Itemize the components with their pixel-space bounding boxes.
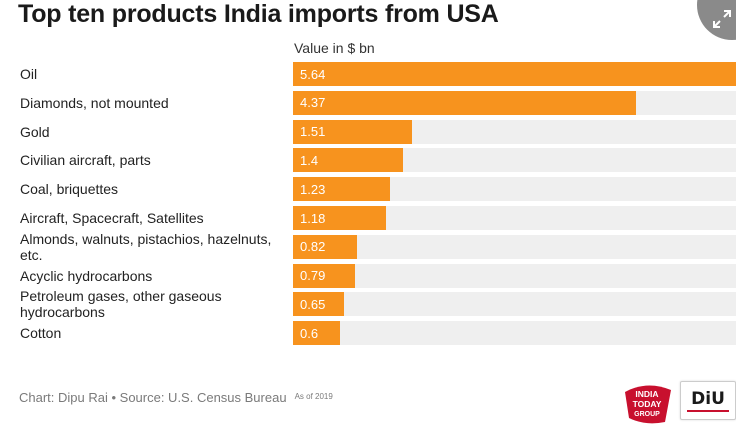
logo-text-today: TODAY	[633, 399, 662, 409]
bar-track	[293, 234, 736, 259]
logo-text-group: GROUP	[634, 411, 660, 418]
bar-track	[293, 292, 736, 317]
bar-value-label: 1.51	[300, 124, 326, 140]
category-label: Diamonds, not mounted	[20, 94, 169, 111]
bar	[293, 148, 403, 173]
bar-value-label: 1.4	[300, 152, 319, 168]
expand-icon	[713, 10, 731, 28]
bar-value-label: 0.65	[300, 296, 326, 312]
value-column-header: Value in $ bn	[294, 40, 375, 56]
bar	[293, 62, 736, 86]
bar-value-label: 0.79	[300, 268, 326, 284]
category-label: Petroleum gases, other gaseous hydrocarb…	[20, 288, 222, 321]
bar-value-label: 0.6	[300, 325, 319, 341]
bar-value-label: 1.23	[300, 181, 326, 197]
bar-track	[293, 321, 736, 346]
category-label: Almonds, walnuts, pistachios, hazelnuts,…	[20, 230, 272, 263]
bar	[293, 90, 636, 115]
as-of-note: As of 2019	[294, 392, 333, 401]
bar	[293, 234, 357, 259]
bar-track	[293, 263, 736, 288]
bar	[293, 177, 390, 202]
bar	[293, 292, 344, 317]
bar-value-label: 4.37	[300, 95, 326, 111]
bar-value-label: 1.18	[300, 210, 326, 226]
chart-title: Top ten products India imports from USA	[18, 0, 499, 28]
category-label: Gold	[20, 123, 50, 140]
dilu-logo-text: DiU	[691, 389, 725, 409]
bar	[293, 321, 340, 346]
category-label: Acyclic hydrocarbons	[20, 267, 153, 284]
category-label: Cotton	[20, 325, 62, 342]
chart-footer: Chart: Dipu Rai • Source: U.S. Census Bu…	[19, 390, 333, 405]
category-label: Coal, briquettes	[20, 181, 119, 198]
bar	[293, 119, 412, 144]
india-today-group-logo: INDIA TODAY GROUP	[625, 385, 671, 424]
dilu-logo-underline	[687, 410, 729, 412]
category-label: Aircraft, Spacecraft, Satellites	[20, 210, 204, 226]
bar	[293, 263, 355, 288]
bar-value-label: 5.64	[300, 66, 326, 82]
category-label: Oil	[20, 66, 38, 82]
bar	[293, 206, 386, 230]
source-credit: Chart: Dipu Rai • Source: U.S. Census Bu…	[19, 390, 287, 405]
category-label: Civilian aircraft, parts	[20, 152, 151, 169]
logo-text-india: INDIA	[635, 389, 658, 399]
bar-value-label: 0.82	[300, 239, 326, 255]
dilu-logo: DiU	[680, 381, 736, 420]
